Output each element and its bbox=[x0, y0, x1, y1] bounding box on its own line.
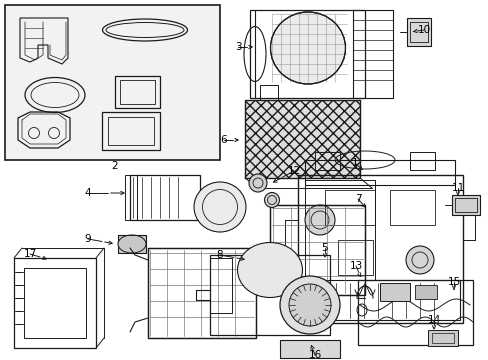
Bar bbox=[280, 340, 339, 358]
Bar bbox=[120, 80, 155, 104]
Text: 5: 5 bbox=[321, 243, 327, 253]
Bar bbox=[269, 205, 364, 295]
Text: 12: 12 bbox=[287, 166, 300, 176]
Text: 4: 4 bbox=[84, 188, 91, 198]
Bar bbox=[5, 5, 220, 160]
Text: 13: 13 bbox=[348, 261, 362, 271]
Bar bbox=[337, 240, 372, 275]
Bar bbox=[305, 280, 459, 320]
Ellipse shape bbox=[288, 284, 330, 326]
Bar bbox=[209, 255, 329, 335]
Text: 8: 8 bbox=[216, 250, 223, 260]
Bar bbox=[24, 268, 86, 338]
Bar bbox=[454, 198, 476, 212]
Bar bbox=[249, 10, 364, 98]
Ellipse shape bbox=[405, 246, 433, 274]
Text: 10: 10 bbox=[417, 25, 429, 35]
Text: 6: 6 bbox=[220, 135, 227, 145]
Bar bbox=[389, 190, 434, 225]
Bar bbox=[451, 195, 479, 215]
Text: 1: 1 bbox=[351, 158, 358, 168]
Bar bbox=[314, 152, 339, 170]
Bar bbox=[102, 112, 160, 150]
Text: 11: 11 bbox=[450, 183, 464, 193]
Text: 15: 15 bbox=[447, 277, 460, 287]
Bar bbox=[148, 248, 256, 338]
Text: 2: 2 bbox=[111, 161, 118, 171]
Bar bbox=[14, 258, 96, 348]
Bar bbox=[260, 85, 278, 103]
Bar bbox=[406, 18, 430, 46]
Bar bbox=[427, 330, 457, 346]
Bar bbox=[118, 235, 146, 253]
Text: 7: 7 bbox=[354, 194, 361, 204]
Ellipse shape bbox=[264, 193, 279, 207]
Text: 14: 14 bbox=[427, 315, 440, 325]
Bar bbox=[352, 10, 392, 98]
Bar bbox=[148, 248, 256, 338]
Ellipse shape bbox=[248, 174, 266, 192]
Ellipse shape bbox=[270, 12, 345, 84]
Ellipse shape bbox=[305, 205, 334, 235]
Bar bbox=[305, 160, 454, 185]
Ellipse shape bbox=[118, 235, 146, 253]
Text: 17: 17 bbox=[23, 249, 37, 259]
Bar bbox=[209, 258, 231, 313]
Bar bbox=[379, 283, 409, 301]
Text: 3: 3 bbox=[234, 42, 241, 52]
Bar bbox=[108, 117, 154, 145]
Bar bbox=[414, 285, 436, 299]
Ellipse shape bbox=[194, 182, 245, 232]
Text: 16: 16 bbox=[308, 350, 321, 360]
Bar bbox=[357, 280, 472, 345]
Bar bbox=[325, 190, 374, 225]
Bar bbox=[115, 76, 160, 108]
Ellipse shape bbox=[237, 243, 302, 297]
Bar bbox=[297, 175, 462, 323]
Bar bbox=[269, 205, 364, 295]
Text: 9: 9 bbox=[84, 234, 91, 244]
Bar bbox=[244, 100, 359, 178]
Bar bbox=[409, 152, 434, 170]
Bar bbox=[305, 180, 374, 280]
Bar bbox=[125, 175, 137, 220]
Bar bbox=[409, 22, 427, 42]
Bar bbox=[130, 175, 200, 220]
Bar bbox=[431, 333, 453, 343]
Ellipse shape bbox=[280, 276, 339, 334]
Bar bbox=[244, 100, 359, 178]
